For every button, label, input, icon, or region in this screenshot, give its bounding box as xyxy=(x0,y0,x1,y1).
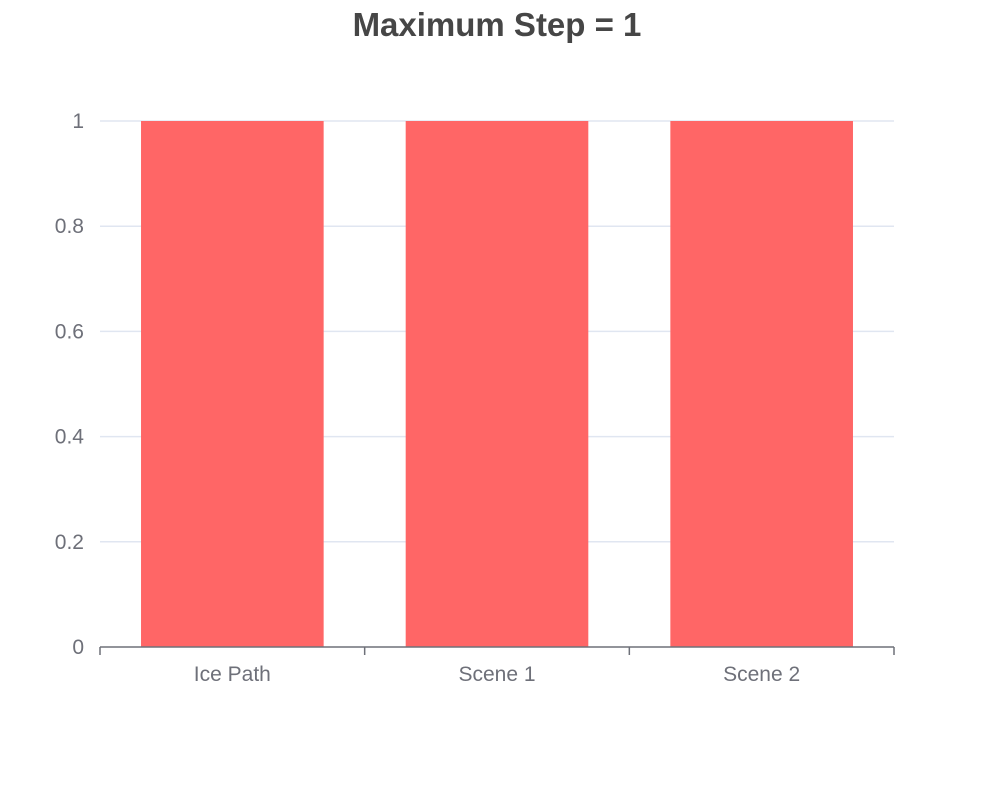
y-tick-label: 0.2 xyxy=(55,531,84,554)
chart-title: Maximum Step = 1 xyxy=(352,6,642,43)
y-tick-label: 0.6 xyxy=(55,320,84,343)
x-tick-label: Scene 2 xyxy=(723,663,800,686)
bars xyxy=(141,121,853,647)
y-tick-label: 1 xyxy=(72,110,84,133)
y-tick-label: 0.4 xyxy=(55,426,85,449)
y-tick-label: 0.8 xyxy=(55,215,84,238)
bar[interactable] xyxy=(405,121,589,647)
x-tick-label: Scene 1 xyxy=(458,663,535,686)
bar[interactable] xyxy=(141,121,324,647)
y-tick-label: 0 xyxy=(72,636,84,659)
x-tick-labels: Ice Path Scene 1 Scene 2 xyxy=(194,663,800,686)
x-axis xyxy=(99,646,895,655)
x-tick-label: Ice Path xyxy=(194,663,271,686)
bar[interactable] xyxy=(670,121,853,647)
y-tick-labels: 0 0.2 0.4 0.6 0.8 1 xyxy=(55,110,85,659)
